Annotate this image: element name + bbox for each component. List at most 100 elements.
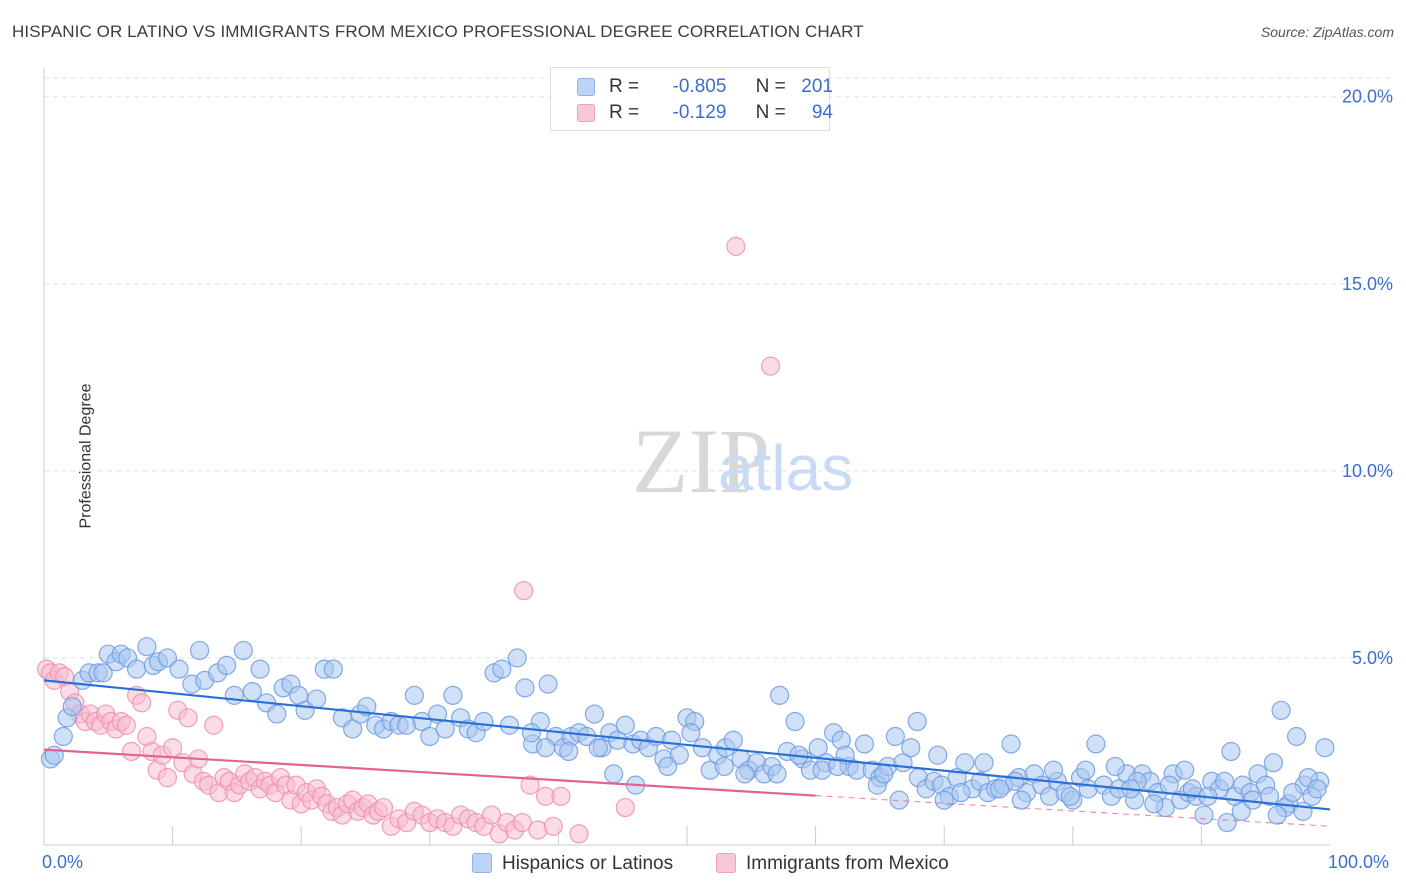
data-point-hispanic (1144, 794, 1164, 814)
data-point-immigrants (569, 824, 589, 844)
data-point-hispanic (267, 704, 287, 724)
data-point-hispanic (901, 738, 921, 758)
data-point-hispanic (989, 779, 1010, 799)
data-point-hispanic (584, 704, 605, 724)
data-point-hispanic (955, 753, 975, 773)
data-point-hispanic (474, 711, 494, 732)
data-point-hispanic (93, 663, 113, 683)
x-tick-min: 0.0% (42, 852, 84, 872)
data-point-hispanic (1159, 775, 1179, 795)
data-point-hispanic (1214, 771, 1235, 791)
data-point-hispanic (735, 764, 755, 784)
r-value-immigrants: -0.129 (672, 102, 727, 123)
data-point-hispanic (951, 783, 971, 803)
data-point-hispanic (767, 764, 787, 784)
data-point-hispanic (538, 674, 558, 694)
data-point-hispanic (126, 659, 147, 679)
data-point-hispanic (499, 715, 520, 735)
axes (43, 68, 1330, 846)
data-point-hispanic (1175, 760, 1195, 780)
y-tick-label: 15.0% (1342, 274, 1393, 294)
legend-swatch-immigrants (577, 104, 595, 122)
data-point-immigrants (760, 356, 781, 376)
source-credit: Source: ZipAtlas.com (1260, 24, 1394, 40)
grid-lines (44, 77, 1392, 659)
data-point-hispanic (604, 764, 624, 784)
y-tick-labels: 5.0% 10.0% 15.0% 20.0% (1342, 87, 1393, 668)
data-point-immigrants (726, 236, 746, 256)
data-point-hispanic (559, 741, 579, 762)
r-label: R = (609, 76, 640, 97)
data-point-immigrants (615, 797, 635, 818)
n-label: N = (755, 102, 786, 123)
data-point-hispanic (404, 685, 424, 705)
n-value-hispanic: 201 (801, 76, 833, 97)
data-point-immigrants (543, 816, 563, 836)
data-point-hispanic (1263, 753, 1284, 773)
data-point-hispanic (714, 756, 734, 777)
bottom-swatch-hispanic (472, 853, 492, 873)
data-point-immigrants (373, 797, 394, 818)
data-point-hispanic (1217, 812, 1237, 833)
data-point-hispanic (928, 745, 948, 765)
trend-line-immigrants-extension (815, 795, 1331, 827)
data-point-immigrants (178, 708, 198, 728)
stats-legend: R = -0.805 N = 201 R = -0.129 N = 94 (550, 67, 833, 131)
data-point-immigrants (551, 786, 571, 806)
watermark-atlas: atlas (718, 432, 853, 504)
y-tick-label: 5.0% (1352, 648, 1393, 668)
data-point-hispanic (1060, 786, 1080, 806)
data-point-hispanic (723, 730, 743, 750)
data-point-immigrants (514, 580, 534, 601)
data-point-hispanic (615, 715, 635, 735)
data-point-hispanic (515, 678, 535, 698)
data-point-hispanic (1086, 734, 1106, 754)
x-tick-max: 100.0% (1328, 852, 1390, 872)
chart-title: HISPANIC OR LATINO VS IMMIGRANTS FROM ME… (12, 22, 864, 41)
trend-lines (43, 679, 1331, 827)
data-point-hispanic (1194, 805, 1214, 825)
data-point-hispanic (1182, 779, 1202, 799)
data-point-hispanic (669, 745, 689, 765)
data-point-hispanic (1286, 726, 1307, 747)
data-point-hispanic (443, 685, 463, 705)
n-value-immigrants: 94 (811, 102, 833, 123)
n-label: N = (755, 76, 786, 97)
bottom-swatch-immigrants (716, 853, 736, 873)
data-point-hispanic (889, 790, 909, 810)
data-point-hispanic (357, 696, 377, 717)
data-point-hispanic (874, 764, 894, 784)
data-point-hispanic (588, 738, 608, 758)
series-immigrants-points (36, 236, 781, 844)
legend-swatch-hispanic (577, 78, 595, 96)
data-point-hispanic (169, 659, 189, 679)
data-point-hispanic (658, 756, 678, 777)
data-point-hispanic (535, 738, 556, 758)
data-point-hispanic (157, 648, 178, 668)
data-point-immigrants (481, 805, 502, 825)
data-point-hispanic (681, 723, 701, 743)
data-point-hispanic (1231, 801, 1251, 821)
r-label: R = (609, 102, 640, 123)
watermark-zip: ZIP (632, 410, 770, 512)
bottom-legend-label-immigrants: Immigrants from Mexico (746, 853, 949, 874)
series-hispanic-points (40, 637, 1335, 833)
data-point-hispanic (62, 696, 82, 717)
data-point-hispanic (1005, 771, 1025, 791)
data-point-hispanic (137, 637, 157, 657)
data-point-hispanic (1076, 760, 1096, 780)
data-point-hispanic (934, 790, 954, 810)
data-point-immigrants (204, 715, 224, 735)
bottom-legend-label-hispanic: Hispanics or Latinos (502, 853, 674, 874)
data-point-hispanic (250, 659, 270, 679)
data-point-hispanic (827, 756, 848, 777)
data-point-hispanic (233, 640, 253, 661)
data-point-immigrants (520, 775, 540, 795)
r-value-hispanic: -0.805 (672, 76, 727, 97)
data-point-hispanic (420, 726, 440, 747)
data-point-hispanic (785, 711, 805, 732)
data-point-hispanic (1267, 805, 1287, 825)
trend-line-hispanic (43, 679, 1331, 811)
data-point-hispanic (1315, 738, 1335, 758)
